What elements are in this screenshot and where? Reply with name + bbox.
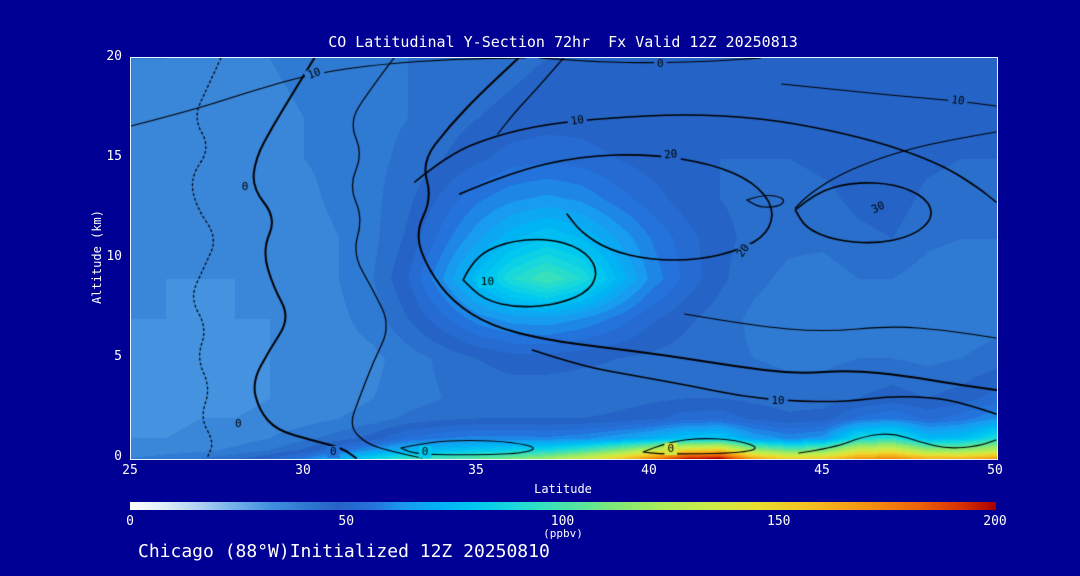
- plot-area: [130, 57, 998, 460]
- x-tick-label: 50: [987, 463, 1003, 478]
- colorbar-tick-label: 100: [550, 514, 575, 529]
- y-tick-label: 0: [114, 449, 122, 464]
- colorbar-tick-label: 0: [126, 514, 134, 529]
- chart-title: CO Latitudinal Y-Section 72hr Fx Valid 1…: [328, 33, 798, 51]
- colorbar-units: (ppbv): [543, 527, 583, 540]
- co-contour-heatmap-canvas: [131, 58, 997, 459]
- x-axis-title: Latitude: [534, 482, 592, 496]
- footer-caption: Chicago (88°W)Initialized 12Z 20250810: [138, 541, 550, 562]
- x-tick-label: 35: [468, 463, 484, 478]
- x-tick-label: 25: [122, 463, 138, 478]
- colorbar-tick-label: 150: [767, 514, 791, 529]
- y-tick-label: 15: [106, 149, 122, 164]
- y-tick-label: 10: [106, 249, 122, 264]
- colorbar-tick-label: 50: [338, 514, 355, 529]
- x-tick-label: 45: [814, 463, 830, 478]
- y-tick-label: 20: [106, 49, 122, 64]
- colorbar-tick-label: 200: [983, 514, 1007, 529]
- y-tick-label: 5: [114, 349, 122, 364]
- colorbar-gradient: [130, 502, 996, 510]
- x-tick-label: 40: [641, 463, 657, 478]
- x-tick-label: 30: [295, 463, 311, 478]
